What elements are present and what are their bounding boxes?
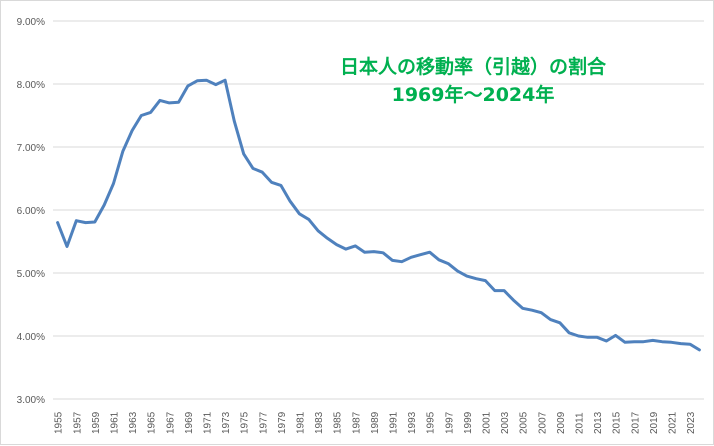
x-tick-label: 1979 (277, 411, 288, 434)
x-tick-label: 1961 (109, 411, 120, 434)
x-tick-label: 1973 (221, 411, 232, 434)
x-tick-label: 1985 (333, 411, 344, 434)
x-tick-label: 1989 (370, 411, 381, 434)
y-tick-label: 3.00% (17, 395, 45, 406)
x-tick-label: 2007 (537, 411, 548, 434)
x-tick-label: 1987 (351, 411, 362, 434)
x-tick-label: 1971 (202, 411, 213, 434)
x-tick-label: 1969 (184, 411, 195, 434)
x-tick-label: 2023 (686, 411, 697, 434)
x-tick-label: 1963 (128, 411, 139, 434)
x-tick-label: 2017 (630, 411, 641, 434)
x-tick-label: 1959 (91, 411, 102, 434)
x-tick-label: 2021 (667, 411, 678, 434)
chart-subtitle: 1969年～2024年 (392, 83, 555, 106)
y-tick-label: 7.00% (17, 143, 45, 154)
x-tick-label: 2003 (500, 411, 511, 434)
x-tick-label: 1967 (165, 411, 176, 434)
gridlines (53, 20, 704, 400)
x-tick-label: 1997 (444, 411, 455, 434)
y-tick-label: 4.00% (17, 332, 45, 343)
x-tick-label: 2009 (556, 411, 567, 434)
chart-title: 日本人の移動率（引越）の割合 (340, 55, 607, 78)
x-tick-label: 1983 (314, 411, 325, 434)
y-axis-ticks: 3.00% 4.00% 5.00% 6.00% 7.00% 8.00% 9.00% (17, 17, 45, 406)
series-line (56, 78, 701, 352)
x-tick-label: 2015 (612, 411, 623, 434)
x-tick-label: 1995 (426, 411, 437, 434)
x-tick-label: 1957 (72, 411, 83, 434)
x-tick-label: 2005 (519, 411, 530, 434)
x-tick-label: 2011 (574, 412, 585, 434)
x-tick-label: 1977 (258, 411, 269, 434)
x-tick-label: 2019 (649, 411, 660, 434)
y-tick-label: 9.00% (17, 17, 45, 28)
x-tick-label: 1965 (147, 411, 158, 434)
y-tick-label: 6.00% (17, 206, 45, 217)
x-tick-label: 1981 (295, 411, 306, 434)
y-tick-label: 5.00% (17, 269, 45, 280)
x-axis-ticks: 1955 1957 1959 1961 1963 1965 1967 1969 1971 1973… (54, 411, 697, 434)
x-tick-label: 1975 (240, 411, 251, 434)
x-tick-label: 1993 (407, 411, 418, 434)
x-tick-label: 1955 (54, 411, 65, 434)
x-tick-label: 1999 (463, 411, 474, 434)
y-tick-label: 8.00% (17, 80, 45, 91)
x-tick-label: 1991 (388, 411, 399, 434)
x-tick-label: 2013 (593, 411, 604, 434)
x-tick-label: 2001 (481, 411, 492, 434)
